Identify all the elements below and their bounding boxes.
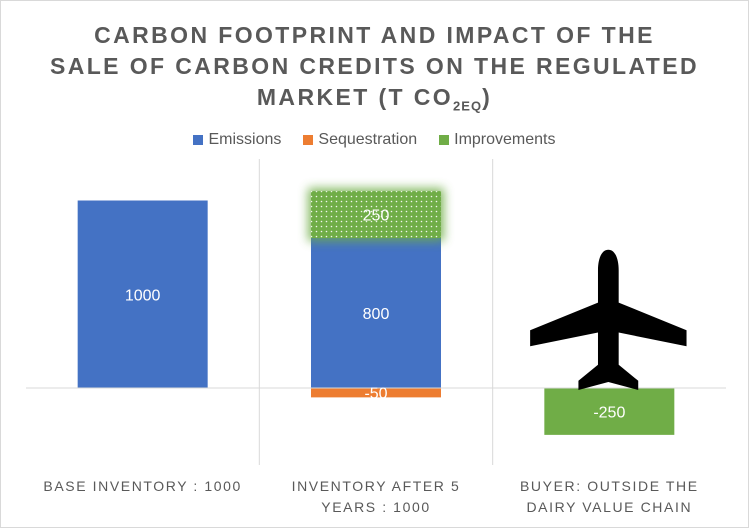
bar-emissions [77,200,208,388]
airplane-icon [530,249,687,390]
legend-swatch-sequestration [303,135,314,145]
data-label-emissions: 1000 [125,287,161,304]
chart-title: CARBON FOOTPRINT AND IMPACT OF THE SALE … [0,20,749,122]
category-label: BUYER: OUTSIDE THE [520,478,699,494]
bar-sequestration [311,388,441,398]
title-line-1: CARBON FOOTPRINT AND IMPACT OF THE [94,22,655,48]
legend-item-sequestration[interactable]: Sequestration [303,131,417,149]
legend-item-emissions[interactable]: Emissions [193,131,281,149]
title-line-2: SALE OF CARBON CREDITS ON THE REGULATED [49,53,699,79]
title-line-3: MARKET (T CO2EQ) [256,84,493,114]
bar-improvements [544,388,675,435]
category-label: DAIRY VALUE CHAIN [526,499,692,515]
legend-item-improvements[interactable]: Improvements [439,131,556,149]
data-label-improvements: 250 [363,208,390,225]
data-label-improvements: -250 [593,404,625,421]
bar-improvements [311,191,441,238]
category-label: BASE INVENTORY : 1000 [43,478,242,494]
legend: Emissions Sequestration Improvements [0,131,749,149]
bar-emissions [311,238,441,388]
data-label-emissions: 800 [363,306,390,323]
legend-label-emissions: Emissions [208,131,282,148]
airplane-shape [530,249,687,390]
category-label: INVENTORY AFTER 5 [292,478,461,494]
data-label-sequestration: -50 [364,386,387,403]
category-label: YEARS : 1000 [321,499,430,515]
legend-swatch-improvements [439,135,450,145]
legend-label-sequestration: Sequestration [318,131,418,148]
legend-swatch-emissions [193,135,204,145]
legend-label-improvements: Improvements [454,131,556,148]
